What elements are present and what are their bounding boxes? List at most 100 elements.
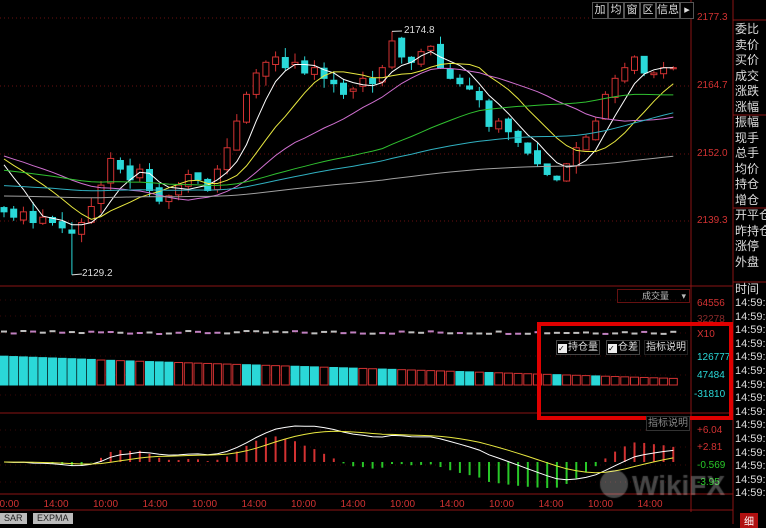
- tick-time: 14:59:4: [735, 311, 766, 323]
- candle-down: [1, 208, 7, 212]
- volume-bar: [408, 331, 414, 333]
- volume-tick: 64556: [697, 298, 725, 309]
- ma-button[interactable]: 均: [608, 2, 624, 19]
- volume-bar: [176, 332, 182, 334]
- volume-bar: [467, 332, 473, 334]
- ma20-line: [4, 68, 673, 200]
- open-interest-bar: [68, 359, 76, 385]
- quote-label: 涨幅: [735, 100, 759, 115]
- quote-label: 买价: [735, 53, 759, 68]
- tab-expma[interactable]: EXPMA: [33, 513, 73, 524]
- candle-down: [30, 211, 36, 222]
- candle-up: [253, 73, 259, 94]
- open-interest-bar: [165, 362, 173, 385]
- volume-bar: [147, 332, 153, 334]
- open-interest-bar: [369, 369, 377, 385]
- tick-time: 14:59:5: [735, 406, 766, 418]
- tick-time: 14:59:5: [735, 379, 766, 391]
- time-tick: 10:00: [489, 499, 514, 510]
- price-tick: 2152.0: [697, 148, 728, 159]
- quote-label: 增仓: [735, 193, 759, 208]
- volume-bar: [205, 332, 211, 334]
- open-interest-bar: [126, 361, 134, 385]
- tab-sar[interactable]: SAR: [0, 513, 27, 524]
- candle-up: [632, 57, 638, 70]
- price-tick: 2139.3: [697, 215, 728, 226]
- candle-up: [108, 158, 114, 183]
- add-button[interactable]: 加: [592, 2, 608, 19]
- volume-bar: [98, 331, 104, 333]
- quote-label: 均价: [735, 162, 759, 177]
- macd-tick: +2.81: [697, 442, 722, 453]
- range-button[interactable]: 区: [640, 2, 656, 19]
- time-tick: 14:00: [638, 499, 663, 510]
- volume-bar: [379, 332, 385, 334]
- tab-detail[interactable]: 细: [740, 513, 758, 528]
- volume-bar: [214, 332, 220, 334]
- open-interest-bar: [320, 367, 328, 385]
- open-interest-bar: [10, 357, 18, 385]
- candle-up: [418, 52, 424, 65]
- candle-down: [147, 169, 153, 190]
- volume-bar: [185, 330, 191, 332]
- quote-label: 卖价: [735, 38, 759, 53]
- time-tick: 14:00: [341, 499, 366, 510]
- open-interest-bar: [340, 368, 348, 385]
- volume-bar: [428, 330, 434, 332]
- macd-tick: -3.95: [697, 477, 720, 488]
- quote-label: 总手: [735, 146, 759, 161]
- candle-down: [11, 209, 17, 217]
- candle-up: [593, 121, 599, 140]
- volume-bar: [447, 332, 453, 334]
- candle-up: [651, 73, 657, 75]
- volume-bar: [341, 332, 347, 334]
- volume-bar: [156, 333, 162, 335]
- time-header: 时间: [735, 282, 759, 297]
- volume-bar: [195, 331, 201, 333]
- candle-up: [244, 94, 250, 122]
- info-button[interactable]: 信息: [656, 2, 680, 19]
- open-interest-bar: [184, 363, 192, 385]
- low-price-label: 2129.2: [82, 268, 113, 279]
- candle-up: [88, 207, 94, 223]
- quote-label: 涨跌: [735, 84, 759, 99]
- open-interest-bar: [514, 373, 522, 385]
- arrow-right-bar-icon[interactable]: ▸: [680, 2, 694, 19]
- candle-up: [311, 68, 317, 75]
- open-interest-bar: [204, 363, 212, 385]
- open-interest-bar: [233, 364, 241, 385]
- volume-bar: [525, 333, 531, 335]
- open-interest-bar: [116, 361, 124, 385]
- tick-time: 14:59:5: [735, 419, 766, 431]
- indicator-select[interactable]: 成交量▾: [617, 289, 690, 303]
- time-tick: 14:00: [44, 499, 69, 510]
- candle-down: [554, 176, 560, 180]
- tick-time: 14:59:4: [735, 324, 766, 336]
- macd-help-button[interactable]: 指标说明: [646, 416, 690, 431]
- price-tick: 2177.3: [697, 12, 728, 23]
- candle-down: [331, 80, 337, 83]
- time-tick: 14:00: [242, 499, 267, 510]
- macd-tick: +6.04: [697, 425, 722, 436]
- open-interest-bar: [107, 360, 115, 385]
- quote-label: 昨持仓: [735, 224, 766, 239]
- open-interest-bar: [475, 372, 483, 385]
- quote-label: 成交: [735, 69, 759, 84]
- open-interest-bar: [223, 364, 231, 385]
- volume-bar: [108, 331, 114, 333]
- window-button[interactable]: 窗: [624, 2, 640, 19]
- highlight-box: [537, 322, 733, 420]
- volume-bar: [292, 330, 298, 332]
- open-interest-bar: [437, 371, 445, 385]
- candle-down: [341, 83, 347, 94]
- candle-down: [195, 173, 201, 180]
- time-tick: 14:00: [539, 499, 564, 510]
- volume-bar: [418, 332, 424, 334]
- open-interest-bar: [398, 370, 406, 385]
- open-interest-bar: [262, 365, 270, 385]
- candle-down: [544, 164, 550, 175]
- volume-bar: [30, 331, 36, 333]
- dif-line: [4, 426, 673, 480]
- candle-up: [622, 68, 628, 81]
